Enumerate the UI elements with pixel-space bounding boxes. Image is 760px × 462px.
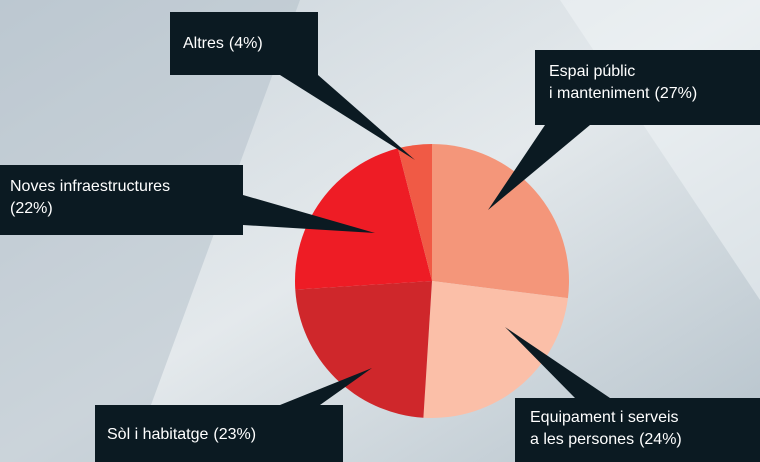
pie-slice — [295, 148, 432, 290]
label-line: Altres — [183, 35, 224, 52]
value-label: (23%) — [213, 426, 256, 443]
callout-box — [170, 12, 318, 75]
callout-pointer — [488, 125, 590, 210]
callout: Noves infraestructures (22%) — [0, 165, 375, 235]
label-line: a les persones — [530, 431, 634, 448]
callout-pointer — [505, 327, 610, 398]
pie-slice — [432, 144, 569, 299]
callout: Espai públic i manteniment (27%) — [488, 50, 760, 210]
label-line: Noves infraestructures — [10, 178, 170, 195]
label-line: i manteniment — [549, 85, 650, 102]
label-line: Equipament i serveis — [530, 409, 679, 426]
callout-pointer — [243, 195, 375, 233]
label-line: Sòl i habitatge — [107, 426, 209, 443]
callout: Altres (4%) — [170, 12, 415, 160]
callout-label: Altres (4%) — [183, 35, 263, 52]
value-label: (22%) — [10, 200, 53, 217]
pie-slice — [295, 281, 432, 418]
pie — [295, 144, 569, 418]
callout-box — [535, 50, 760, 125]
callout-pointer — [280, 75, 415, 160]
value-label: (27%) — [655, 85, 698, 102]
value-label: (24%) — [639, 431, 682, 448]
callout: Equipament i serveis a les persones (24%) — [505, 327, 760, 462]
callout-pointer — [280, 368, 372, 405]
pie-slice — [423, 281, 568, 418]
value-label: (4%) — [229, 35, 263, 52]
callout-box — [0, 165, 243, 235]
pie-slice — [397, 144, 432, 281]
callout-label: Equipament i serveis a les persones (24%) — [530, 409, 682, 448]
callout: Sòl i habitatge (23%) — [95, 368, 372, 462]
callout-box — [515, 398, 760, 462]
label-line: Espai públic — [549, 63, 635, 80]
callout-label: Sòl i habitatge (23%) — [107, 426, 256, 443]
callout-label: Noves infraestructures (22%) — [10, 178, 170, 217]
callout-box — [95, 405, 343, 462]
callout-label: Espai públic i manteniment (27%) — [549, 63, 697, 102]
